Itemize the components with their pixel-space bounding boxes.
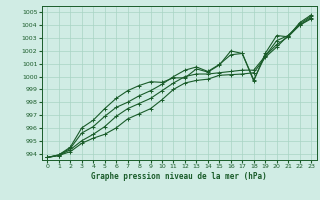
X-axis label: Graphe pression niveau de la mer (hPa): Graphe pression niveau de la mer (hPa) xyxy=(91,172,267,181)
